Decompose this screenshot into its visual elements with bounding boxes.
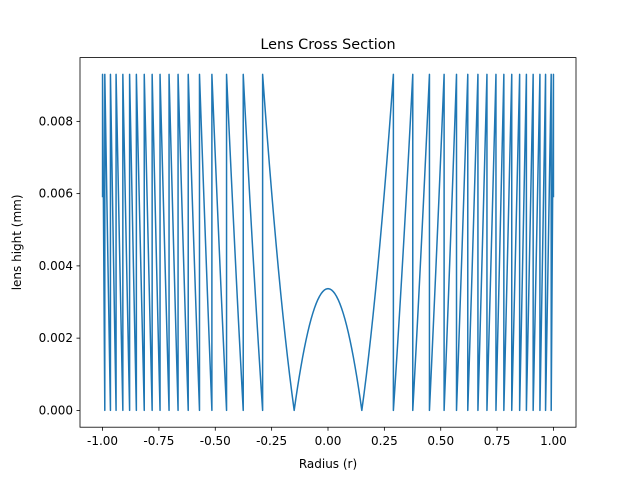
y-tick-label: 0.006 bbox=[39, 187, 73, 201]
y-tick-label: 0.002 bbox=[39, 331, 73, 345]
lens-profile-line bbox=[101, 73, 555, 412]
x-tick-label: -0.25 bbox=[256, 434, 287, 448]
y-axis-ticks: 0.000 0.002 0.004 0.006 0.008 bbox=[39, 114, 80, 417]
x-tick-label: -0.50 bbox=[200, 434, 231, 448]
series-layer bbox=[101, 73, 555, 412]
y-tick-label: 0.008 bbox=[39, 114, 73, 128]
plot-background bbox=[80, 57, 576, 428]
x-axis-ticks: -1.00 -0.75 -0.50 -0.25 0.00 0.25 0.50 0.75 1.00 bbox=[87, 427, 567, 448]
x-tick-label: 0.25 bbox=[371, 434, 398, 448]
x-tick-label: 0.75 bbox=[484, 434, 511, 448]
plot-area bbox=[79, 57, 577, 428]
y-axis-label: lens hight (mm) bbox=[10, 194, 24, 290]
x-tick-label: 1.00 bbox=[540, 434, 567, 448]
x-tick-label: -1.00 bbox=[87, 434, 118, 448]
y-tick-label: 0.000 bbox=[39, 403, 73, 417]
x-tick-label: 0.00 bbox=[315, 434, 342, 448]
y-tick-label: 0.004 bbox=[39, 259, 73, 273]
x-tick-label: -0.75 bbox=[143, 434, 174, 448]
x-axis-label: Radius (r) bbox=[299, 457, 357, 471]
x-tick-label: 0.50 bbox=[427, 434, 454, 448]
chart-title: Lens Cross Section bbox=[260, 37, 395, 53]
